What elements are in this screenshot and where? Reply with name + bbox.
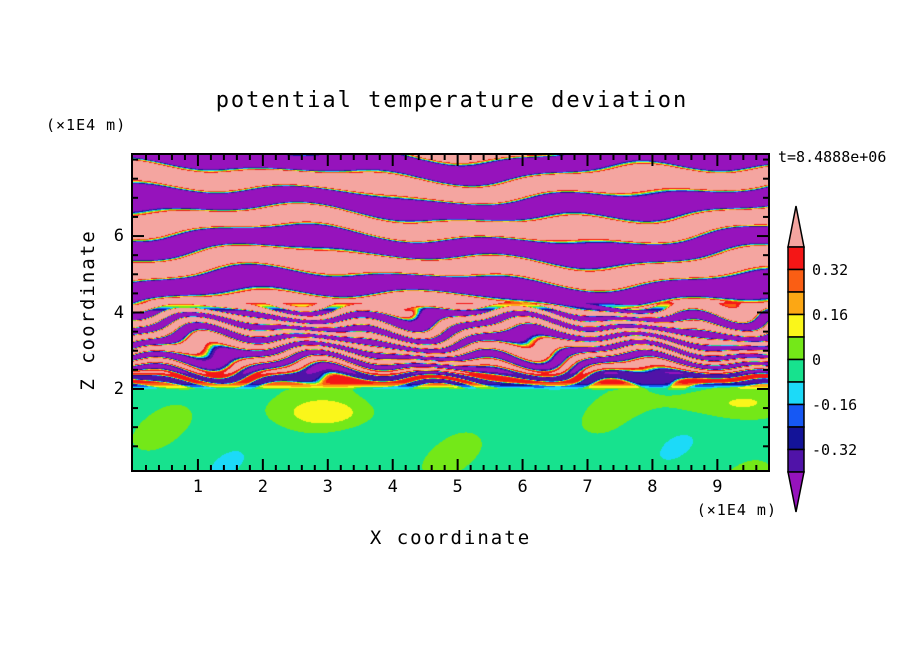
colorbar-box [787,426,805,451]
colorbar-box [787,246,805,271]
colorbar-box [787,313,805,338]
colorbar-box [787,268,805,293]
colorbar-tick-label: -0.16 [812,395,858,414]
colorbar-tick-label: 0.16 [812,305,849,324]
x-tick-label: 7 [582,477,593,497]
z-tick-label: 6 [113,226,124,247]
x-tick-label: 5 [452,477,463,497]
plot-area [131,153,770,472]
x-tick-label: 3 [322,477,333,497]
x-tick-label: 8 [647,477,658,497]
x-tick-label: 1 [192,477,204,497]
z-tick-label: 2 [113,378,124,399]
contour-field-canvas [133,155,768,470]
z-axis-unit-label: (×1E4 m) [46,116,127,134]
colorbar-box [787,336,805,361]
x-tick-label: 9 [712,477,723,497]
colorbar-box [787,381,805,406]
colorbar-tick-label: 0.32 [812,260,849,279]
colorbar-under-arrow [787,471,805,513]
z-tick-label: 4 [113,302,124,323]
colorbar-tick-label: -0.32 [812,440,858,459]
x-tick-label: 2 [257,477,268,497]
time-label: t=8.4888e+06 [778,148,887,166]
x-tick-label: 6 [517,477,528,497]
colorbar-tick-label: 0 [812,350,822,369]
x-axis-unit-label: (×1E4 m) [696,501,777,519]
colorbar-box [787,403,805,428]
colorbar [787,205,805,513]
colorbar-box [787,291,805,316]
colorbar-box [787,448,805,473]
z-axis-label: Z coordinate [77,229,99,391]
x-axis-label: X coordinate [369,527,532,549]
colorbar-over-arrow [787,205,805,248]
plot-title: potential temperature deviation [215,88,689,113]
axis-ticks-layer [133,155,768,470]
colorbar-box [787,358,805,383]
x-tick-label: 4 [387,477,398,497]
